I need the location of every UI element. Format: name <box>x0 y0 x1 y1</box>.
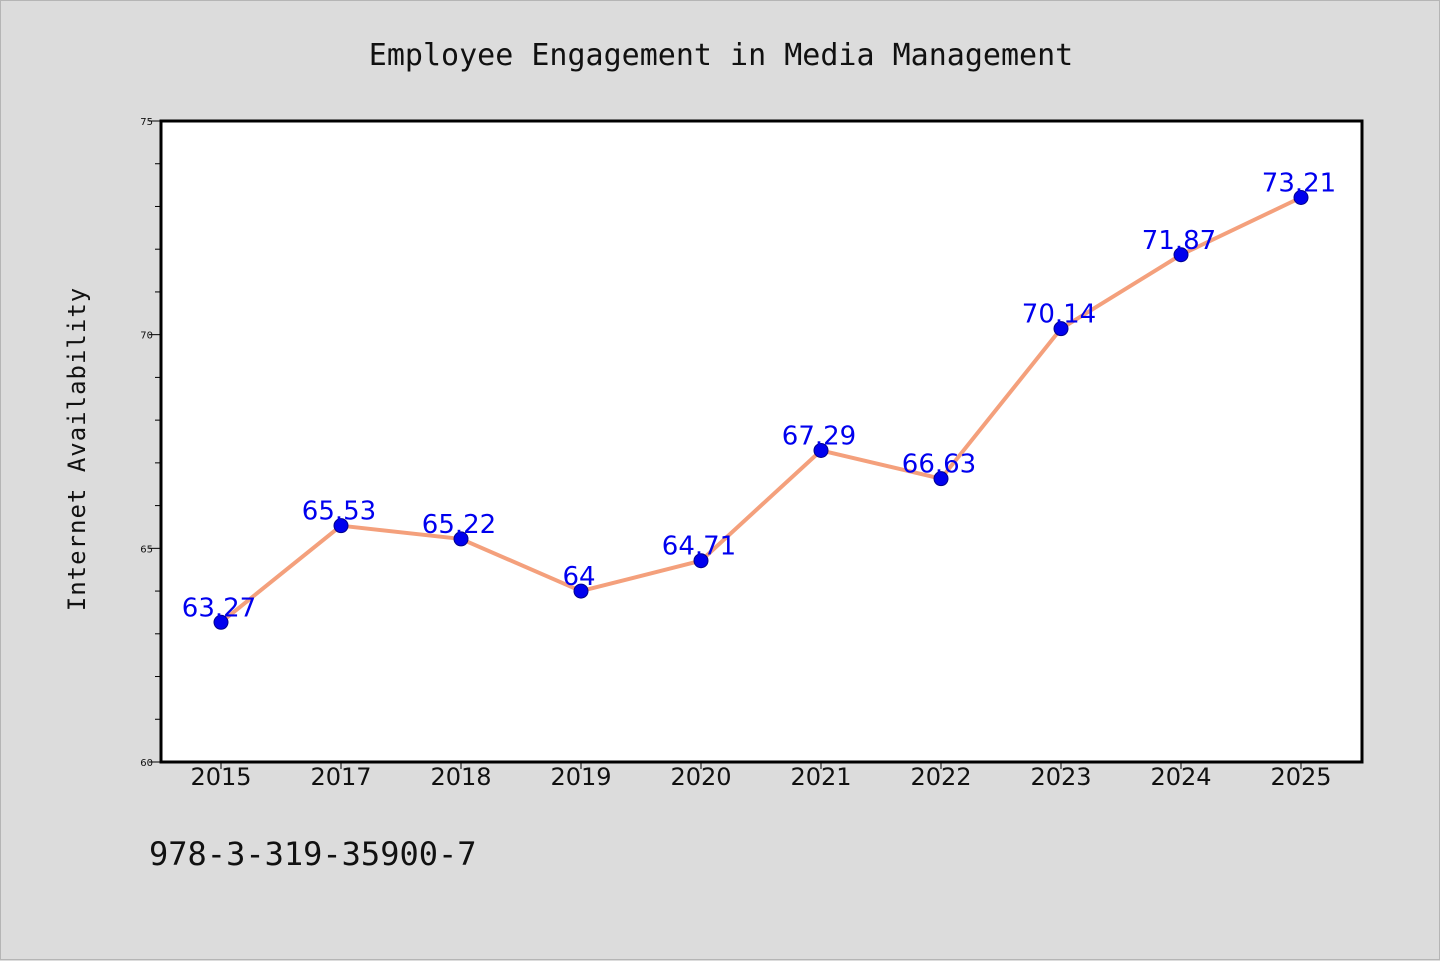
chart-title: Employee Engagement in Media Management <box>369 38 1073 73</box>
data-point <box>1053 321 1069 337</box>
data-label: 65.53 <box>302 497 376 527</box>
data-label: 64 <box>562 562 595 592</box>
data-point <box>573 583 589 599</box>
data-label: 66.63 <box>902 450 976 480</box>
y-tick-label: 75 <box>140 117 153 128</box>
x-tick-label: 2017 <box>310 763 371 791</box>
data-points-layer <box>213 189 1309 630</box>
y-tick-label: 60 <box>140 758 153 769</box>
x-tick-label: 2018 <box>430 763 491 791</box>
data-label: 63.27 <box>182 593 256 623</box>
x-axis: 2015 2017 2018 2019 2020 2021 2022 2023 2024 2025 <box>190 762 1332 791</box>
data-point <box>1173 247 1189 263</box>
data-point <box>933 471 949 487</box>
data-point <box>213 614 229 630</box>
data-point <box>1293 189 1309 205</box>
y-axis: 60 65 70 75 <box>140 117 161 769</box>
x-tick-label: 2025 <box>1270 763 1331 791</box>
isbn-footer: 978-3-319-35900-7 <box>149 835 477 873</box>
x-tick-label: 2020 <box>670 763 731 791</box>
series-line-layer <box>219 195 1303 625</box>
x-tick-label: 2019 <box>550 763 611 791</box>
x-tick-label: 2024 <box>1150 763 1211 791</box>
data-label: 70.14 <box>1022 300 1096 330</box>
y-axis-label: Internet Availability <box>63 287 91 611</box>
data-label: 67.29 <box>782 421 856 451</box>
data-point <box>333 518 349 534</box>
data-point <box>453 531 469 547</box>
data-label: 65.22 <box>422 510 496 540</box>
plot-area <box>159 119 1364 764</box>
data-labels-layer: 63.27 65.53 65.22 64 64.71 67.29 66.63 70.14 71.… <box>182 168 1336 623</box>
y-tick-label: 70 <box>140 331 153 342</box>
data-label: 64.71 <box>662 532 736 562</box>
series-line <box>219 195 1303 625</box>
x-tick-label: 2023 <box>1030 763 1091 791</box>
data-label: 73.21 <box>1262 168 1336 198</box>
x-tick-label: 2021 <box>790 763 851 791</box>
data-point <box>693 553 709 569</box>
data-point <box>813 442 829 458</box>
x-tick-label: 2015 <box>190 763 251 791</box>
data-label: 71.87 <box>1142 226 1216 256</box>
x-tick-label: 2022 <box>910 763 971 791</box>
y-tick-label: 65 <box>140 544 153 555</box>
